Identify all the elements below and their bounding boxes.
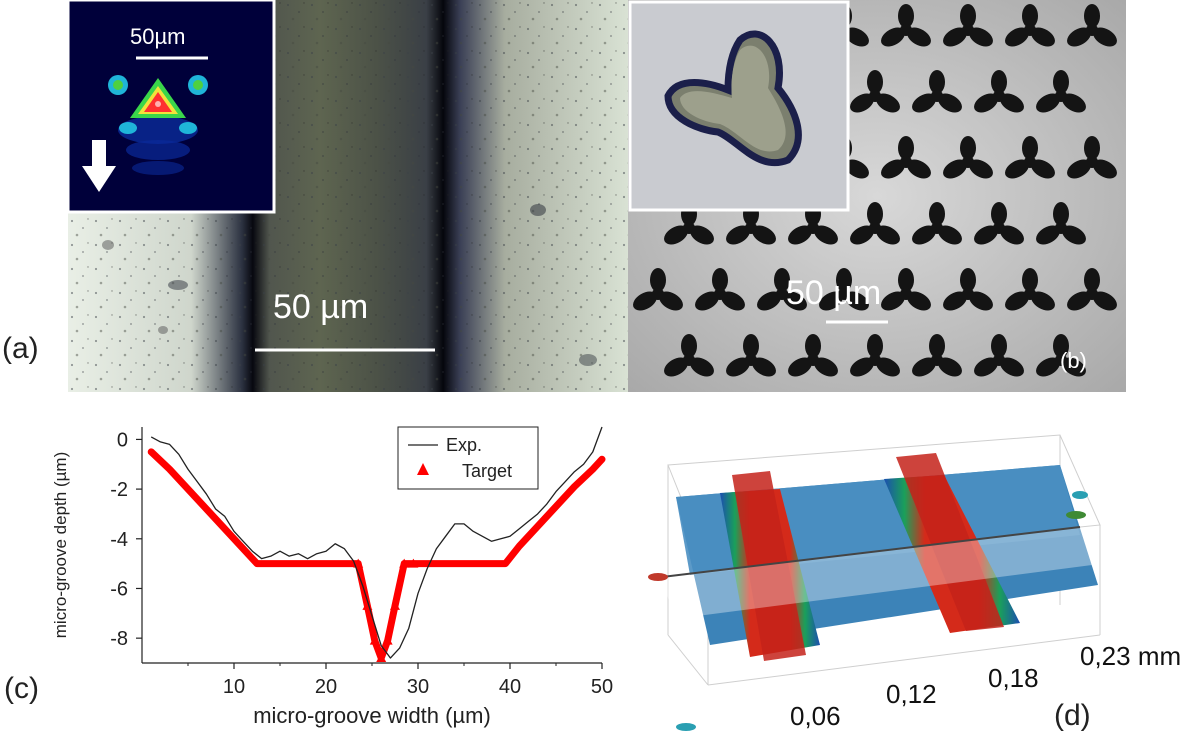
- micrograph-pattern-image: 50 µm (b): [628, 0, 1126, 392]
- y-tick-label: -8: [110, 628, 128, 650]
- panel-label-d: (d): [1054, 699, 1091, 732]
- panel-label-b: (b): [1060, 348, 1087, 373]
- polarization-arrow-icon: [82, 140, 116, 192]
- single-spot-inset: [628, 0, 850, 212]
- axis-tick-012: 0,12: [886, 679, 937, 709]
- x-tick-label: 50: [591, 676, 613, 698]
- series-target-marker: [382, 635, 393, 645]
- x-axis-label: micro-groove width (µm): [253, 703, 491, 728]
- series-target-marker: [369, 635, 380, 645]
- inset-scale-label: 50µm: [130, 24, 185, 49]
- x-tick-label: 20: [315, 676, 337, 698]
- panel-label-a: (a): [2, 332, 39, 365]
- micrograph-pattern: 50 µm (b): [628, 0, 1126, 392]
- surface-topography-image: 0,06 0,12 0,18 0,23 mm (d): [648, 434, 1181, 732]
- x-tick-label: 40: [499, 676, 521, 698]
- surface-topography-3d: 0,06 0,12 0,18 0,23 mm (d): [640, 405, 1200, 741]
- series-target-marker: [408, 558, 419, 568]
- series-target-marker: [399, 558, 410, 568]
- depth-profile-plot: 0 -2 -4 -6 -8 10 20 30 40 50 micro-groove width (µ…: [51, 426, 613, 728]
- x-tick-label: 10: [223, 676, 245, 698]
- micrograph-groove: 50 µm 50µm: [68, 0, 628, 392]
- micrograph-groove-image: 50 µm 50µm: [68, 0, 628, 392]
- axis-tick-023: 0,23 mm: [1080, 641, 1181, 671]
- legend-box: [397, 426, 539, 490]
- beam-profile-inset: 50µm: [68, 0, 276, 214]
- legend-target-swatch: [417, 463, 429, 475]
- legend-target-label: Target: [462, 461, 512, 481]
- y-tick-label: -4: [110, 529, 128, 551]
- series-target-marker: [390, 600, 400, 610]
- y-tick-label: -6: [110, 578, 128, 600]
- axis-tick-018: 0,18: [988, 663, 1039, 693]
- scale-bar-label: 50 µm: [273, 288, 368, 326]
- axis-tick-006: 0,06: [790, 701, 841, 731]
- legend-exp-label: Exp.: [446, 435, 482, 455]
- scale-bar-label: 50 µm: [786, 274, 881, 312]
- x-tick-label: 30: [407, 676, 429, 698]
- series-target-marker: [376, 653, 387, 663]
- y-tick-label: -2: [110, 479, 128, 501]
- y-tick-label: 0: [117, 429, 128, 451]
- series-exp-line: [150, 426, 603, 659]
- panel-label-c: (c): [4, 672, 39, 705]
- depth-profile-chart: 0 -2 -4 -6 -8 10 20 30 40 50 micro-groove width (µ…: [40, 405, 620, 741]
- y-axis-label: micro-groove depth (µm): [51, 452, 70, 638]
